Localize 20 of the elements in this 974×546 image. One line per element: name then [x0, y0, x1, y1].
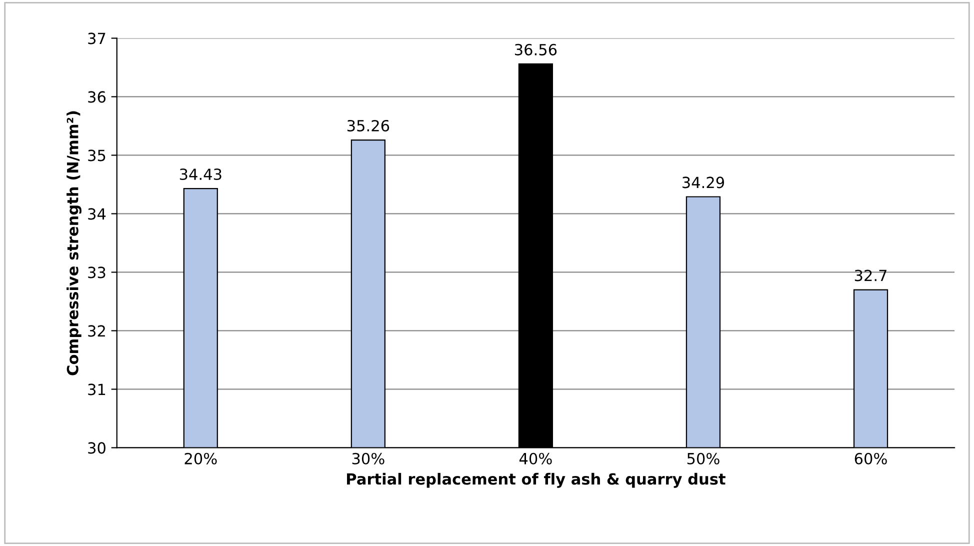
x-tick-label: 40% — [519, 452, 552, 464]
y-tick-label: 32 — [88, 325, 105, 337]
x-tick-label: 50% — [687, 452, 720, 464]
y-tick-label: 30 — [88, 442, 106, 454]
data-label: 34.29 — [682, 176, 724, 188]
data-label: 32.7 — [854, 270, 886, 282]
y-tick-label: 35 — [88, 150, 106, 162]
y-tick-label: 34 — [88, 208, 106, 220]
x-tick-label: 30% — [352, 452, 384, 464]
data-label: 34.43 — [180, 168, 222, 180]
x-axis-title: Partial replacement of fly ash & quarry dust — [347, 472, 726, 488]
data-label: 36.56 — [514, 44, 557, 56]
y-axis-title: Compressive strength (N/mm²) — [66, 111, 82, 376]
y-tick-label: 33 — [88, 266, 106, 278]
x-tick-label: 60% — [854, 452, 887, 464]
y-tick-label: 37 — [88, 32, 106, 44]
y-tick-label: 36 — [88, 91, 106, 103]
x-tick-label: 20% — [184, 452, 217, 464]
data-label: 35.26 — [347, 120, 390, 132]
y-tick-label: 31 — [88, 384, 106, 396]
